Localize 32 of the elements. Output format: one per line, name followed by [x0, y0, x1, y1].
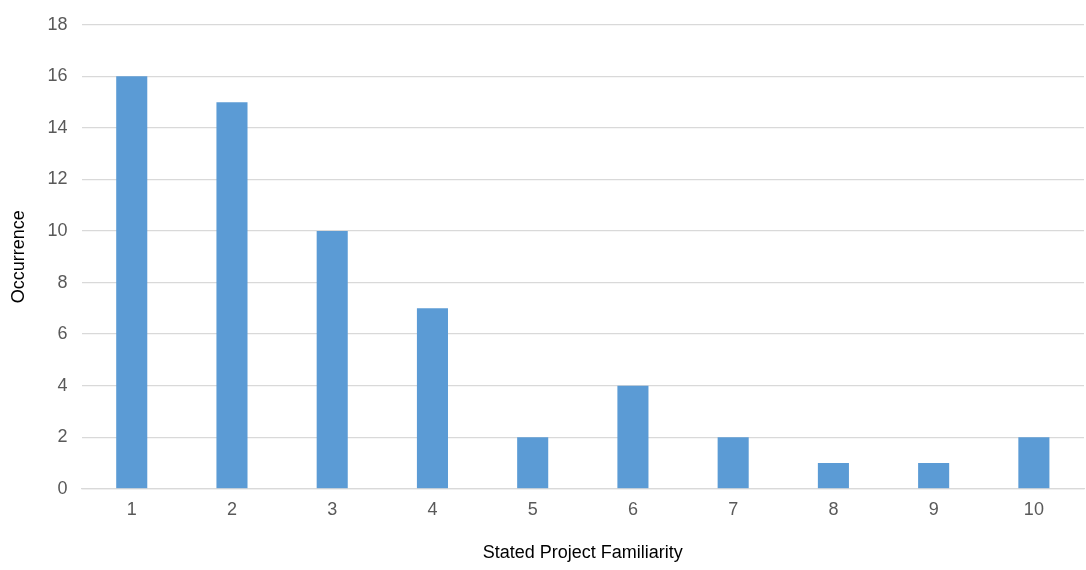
- x-tick-label: 9: [928, 498, 939, 519]
- y-tick-label: 0: [57, 477, 68, 498]
- x-tick-label: 8: [828, 498, 839, 519]
- bar: [316, 231, 348, 489]
- y-tick-label: 2: [57, 426, 68, 447]
- x-axis-title: Stated Project Familiarity: [482, 542, 683, 563]
- x-tick-label: 3: [327, 498, 338, 519]
- bar: [517, 437, 549, 489]
- y-axis-title: Occurrence: [7, 210, 28, 304]
- y-tick-label: 10: [47, 219, 68, 240]
- x-tick-label: 10: [1023, 498, 1044, 519]
- bar: [116, 76, 148, 489]
- y-tick-label: 12: [47, 168, 68, 189]
- bar: [216, 102, 248, 489]
- bar: [817, 463, 849, 489]
- x-tick-label: 7: [728, 498, 739, 519]
- bar: [617, 385, 649, 489]
- x-tick-label: 4: [427, 498, 438, 519]
- x-tick-label: 1: [126, 498, 137, 519]
- y-tick-label: 8: [57, 271, 68, 292]
- bar: [717, 437, 749, 489]
- x-tick-label: 6: [627, 498, 638, 519]
- y-tick-label: 6: [57, 323, 68, 344]
- bar: [918, 463, 950, 489]
- x-tick-label: 2: [226, 498, 237, 519]
- x-tick-label: 5: [527, 498, 538, 519]
- y-tick-label: 4: [57, 374, 68, 395]
- bar: [416, 308, 448, 489]
- bar: [1018, 437, 1050, 489]
- y-tick-label: 18: [47, 13, 68, 34]
- y-tick-label: 16: [47, 65, 68, 86]
- y-tick-label: 14: [47, 116, 68, 137]
